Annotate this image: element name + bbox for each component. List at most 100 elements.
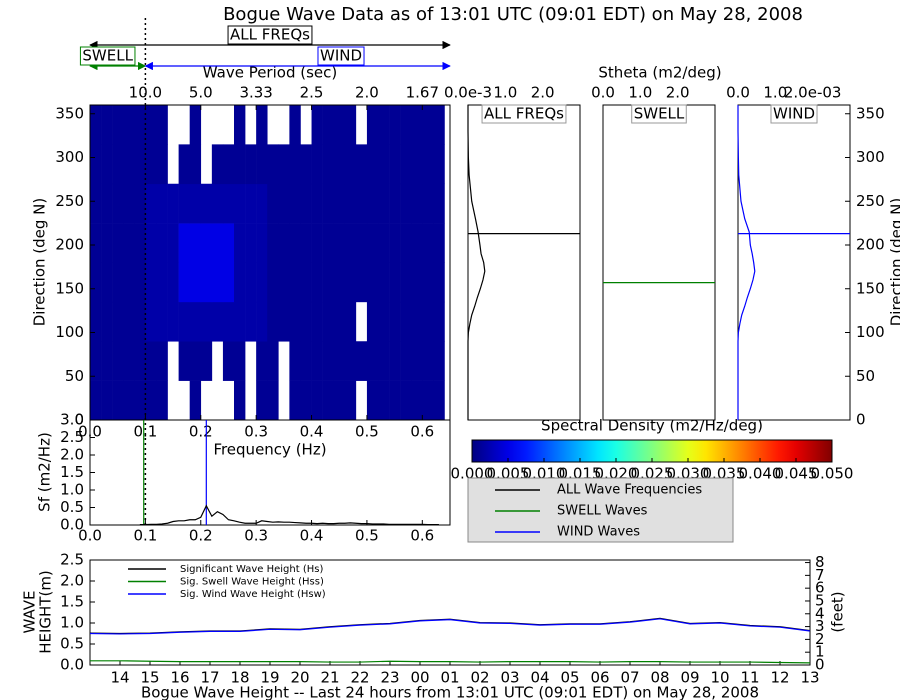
- heatmap-cell: [112, 262, 124, 303]
- y-tick-label: 200: [55, 236, 84, 254]
- heatmap-cell: [366, 380, 379, 421]
- x-tick-label: 1.0: [628, 84, 652, 102]
- heatmap-cell: [112, 223, 124, 263]
- x-tick-label: 01: [440, 669, 459, 687]
- all-label-box: [227, 25, 313, 45]
- heatmap-cell: [389, 341, 401, 381]
- heatmap-cell: [222, 183, 235, 224]
- y2-tick-label: 6: [815, 579, 825, 597]
- heatmap-cell: [289, 105, 301, 145]
- heatmap-cell: [112, 341, 124, 381]
- legend-label: SWELL Waves: [557, 504, 648, 519]
- plot-frame: [467, 104, 581, 421]
- heatmap-cell: [134, 105, 146, 145]
- x-tick-label: 22: [350, 669, 369, 687]
- heatmap-cell: [123, 223, 135, 263]
- panel-title: SWELL: [634, 105, 685, 123]
- heatmap-cell: [433, 105, 445, 145]
- x-tick-label: 06: [590, 669, 609, 687]
- x-tick-label: 0.5: [355, 527, 379, 545]
- heatmap-cell: [267, 262, 279, 303]
- x-tick-label: 13: [800, 669, 819, 687]
- y-axis-label: Direction (deg N): [888, 198, 900, 327]
- y2-tick-label: 8: [815, 553, 825, 571]
- swell-label: SWELL: [82, 47, 133, 65]
- y-tick-label: 1.0: [60, 614, 84, 632]
- heatmap-cell: [366, 105, 379, 145]
- x-tick-label: 02: [470, 669, 489, 687]
- all-label: ALL FREQs: [230, 26, 310, 44]
- heatmap-cell: [222, 223, 235, 263]
- heatmap-cell: [355, 341, 368, 381]
- heatmap-cell: [178, 183, 190, 224]
- heatmap-cell: [101, 105, 113, 145]
- x-tick-label: 0.0: [78, 527, 102, 545]
- heatmap-cell: [256, 144, 268, 185]
- heatmap-cell: [245, 301, 257, 342]
- heatmap-cell: [90, 183, 102, 224]
- x-tick-label: 04: [530, 669, 549, 687]
- heatmap-cell: [200, 183, 213, 224]
- heatmap-cell: [333, 144, 346, 185]
- heatmap-cell: [145, 341, 157, 381]
- heatmap-cell: [189, 262, 202, 303]
- heatmap-cell: [422, 262, 434, 303]
- y-tick-label: 150: [856, 279, 885, 297]
- heatmap-cell: [145, 301, 157, 342]
- x-tick-label: 09: [680, 669, 699, 687]
- heatmap-cell: [189, 380, 202, 421]
- heatmap-cell: [411, 105, 423, 145]
- heatmap-cell: [333, 341, 346, 381]
- heatmap-cell: [400, 341, 412, 381]
- heatmap-cell: [256, 183, 268, 224]
- panel-title: ALL FREQs: [484, 105, 564, 123]
- heatmap-cell: [101, 341, 113, 381]
- heatmap-cell: [256, 341, 268, 381]
- heatmap-cell: [333, 262, 346, 303]
- heatmap-cell: [278, 223, 290, 263]
- heatmap-cell: [278, 301, 290, 342]
- heatmap-cell: [322, 380, 334, 421]
- x-tick-label: 0.4: [300, 527, 324, 545]
- heatmap-cell: [344, 380, 357, 421]
- heatmap-cell: [267, 223, 279, 263]
- heatmap-cell: [123, 301, 135, 342]
- heatmap-cell: [101, 380, 113, 421]
- y-tick-label: 2.5: [60, 551, 84, 569]
- x-tick-label: 15: [140, 669, 159, 687]
- y-tick-label: 300: [856, 148, 885, 166]
- heatmap-cell: [101, 223, 113, 263]
- heatmap-cell: [112, 144, 124, 185]
- heatmap-cell: [433, 262, 445, 303]
- panel-title-box: [631, 104, 687, 124]
- heatmap-cell: [300, 223, 312, 263]
- heatmap-cell: [300, 183, 312, 224]
- x-tick-label: 0.6: [410, 423, 434, 441]
- heatmap-cell: [178, 144, 190, 185]
- heatmap-cell: [366, 301, 379, 342]
- x-tick-label: 17: [200, 669, 219, 687]
- y-tick-label: 100: [856, 323, 885, 341]
- heatmap-cell: [134, 380, 146, 421]
- heatmap-cell: [344, 223, 357, 263]
- heatmap-cell: [422, 301, 434, 342]
- x-tick-label: 1.0: [763, 84, 787, 102]
- x-tick-label: 0.2: [189, 527, 213, 545]
- heatmap-cell: [289, 301, 301, 342]
- x-axis-label: Stheta (m2/deg): [598, 64, 721, 82]
- heatmap-cell: [322, 223, 334, 263]
- heatmap-cell: [422, 144, 434, 185]
- heatmap-cell: [311, 144, 323, 185]
- heatmap-cell: [278, 183, 290, 224]
- heatmap-cell: [411, 380, 423, 421]
- heatmap-cell: [322, 144, 334, 185]
- heatmap-cell: [378, 183, 390, 224]
- heatmap-cell: [245, 183, 257, 224]
- heatmap-cell: [101, 301, 113, 342]
- y-tick-label: 2.0: [60, 446, 84, 464]
- x-tick-label: 2.0: [666, 84, 690, 102]
- heatmap-cell: [389, 262, 401, 303]
- heatmap-cell: [222, 144, 235, 185]
- y-tick-label: 150: [55, 279, 84, 297]
- heatmap-cell: [289, 262, 301, 303]
